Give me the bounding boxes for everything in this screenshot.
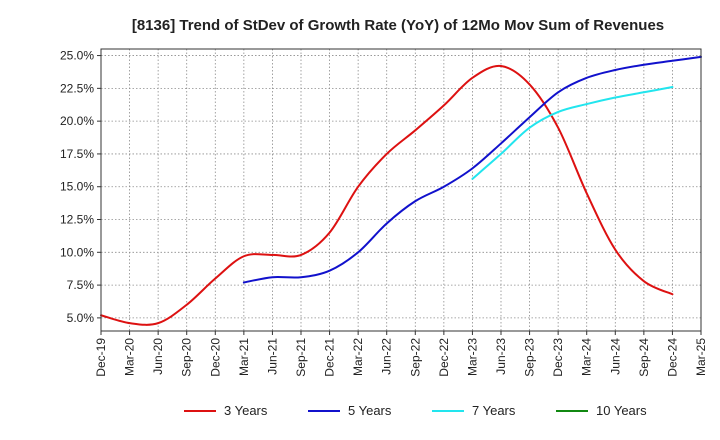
y-tick-label: 7.5% bbox=[67, 278, 95, 292]
grid-layer bbox=[101, 49, 701, 331]
x-axis: Dec-19 Mar-20 Jun-20 Sep-20 Dec-20 Mar-21 Jun-… bbox=[94, 331, 708, 377]
x-tick-label: Jun-23 bbox=[494, 338, 508, 375]
x-tick-label: Mar-21 bbox=[237, 338, 251, 376]
x-tick-label: Sep-21 bbox=[294, 338, 308, 377]
x-tick-label: Sep-20 bbox=[180, 338, 194, 377]
x-tick-label: Sep-24 bbox=[637, 338, 651, 377]
legend-label: 5 Years bbox=[348, 403, 392, 418]
x-tick-label: Dec-21 bbox=[323, 338, 337, 377]
legend-item-3-years: 3 Years bbox=[184, 403, 268, 418]
plot-area-frame bbox=[100, 48, 702, 332]
y-tick-label: 5.0% bbox=[67, 311, 95, 325]
x-tick-label: Jun-24 bbox=[608, 338, 622, 375]
x-tick-label: Mar-22 bbox=[351, 338, 365, 376]
legend-label: 10 Years bbox=[596, 403, 647, 418]
x-tick-label: Mar-25 bbox=[694, 338, 708, 376]
x-tick-label: Mar-24 bbox=[580, 338, 594, 376]
legend-label: 3 Years bbox=[224, 403, 268, 418]
x-tick-label: Dec-23 bbox=[551, 338, 565, 377]
legend-item-7-years: 7 Years bbox=[432, 403, 516, 418]
legend: 3 Years 5 Years 7 Years 10 Years bbox=[184, 403, 647, 418]
legend-item-10-years: 10 Years bbox=[556, 403, 647, 418]
y-axis: 5.0% 7.5% 10.0% 12.5% 15.0% 17.5% 20.0% 22.5% 25… bbox=[60, 49, 101, 325]
x-tick-label: Mar-23 bbox=[465, 338, 479, 376]
x-tick-label: Dec-19 bbox=[94, 338, 108, 377]
y-tick-label: 25.0% bbox=[60, 49, 94, 63]
x-tick-label: Jun-20 bbox=[151, 338, 165, 375]
chart-title: [8136] Trend of StDev of Growth Rate (Yo… bbox=[132, 17, 664, 34]
series-line-7-years bbox=[471, 86, 674, 180]
y-tick-label: 22.5% bbox=[60, 81, 94, 95]
y-tick-label: 10.0% bbox=[60, 245, 94, 259]
x-tick-label: Sep-23 bbox=[523, 338, 537, 377]
x-tick-label: Dec-24 bbox=[665, 338, 679, 377]
legend-item-5-years: 5 Years bbox=[308, 403, 392, 418]
legend-label: 7 Years bbox=[472, 403, 516, 418]
series-line-5-years bbox=[242, 55, 702, 284]
series-layer bbox=[100, 55, 702, 326]
series-line-3-years bbox=[100, 64, 674, 326]
x-tick-label: Jun-21 bbox=[265, 338, 279, 375]
x-tick-label: Mar-20 bbox=[123, 338, 137, 376]
x-tick-label: Sep-22 bbox=[408, 338, 422, 377]
x-tick-label: Jun-22 bbox=[380, 338, 394, 375]
y-tick-label: 15.0% bbox=[60, 180, 94, 194]
y-tick-label: 17.5% bbox=[60, 147, 94, 161]
y-tick-label: 20.0% bbox=[60, 114, 94, 128]
x-tick-label: Dec-20 bbox=[208, 338, 222, 377]
x-tick-label: Dec-22 bbox=[437, 338, 451, 377]
y-tick-label: 12.5% bbox=[60, 213, 94, 227]
